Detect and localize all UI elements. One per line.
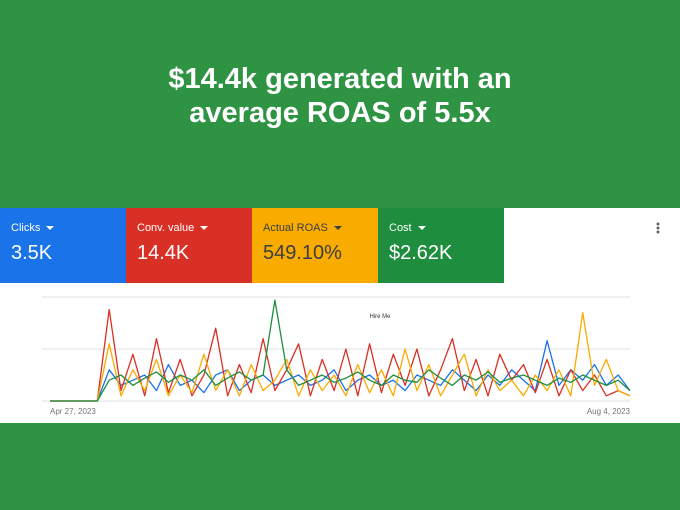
menu-dot[interactable]	[656, 230, 660, 234]
metric-label: Clicks	[11, 222, 54, 234]
headline: $14.4k generated with an average ROAS of…	[0, 62, 680, 130]
metric-card[interactable]: Clicks 3.5K	[0, 208, 126, 283]
metric-card[interactable]: Actual ROAS 549.10%	[252, 208, 378, 283]
metric-card[interactable]: Conv. value 14.4K	[126, 208, 252, 283]
menu-dot[interactable]	[656, 226, 660, 230]
x-tick-label: Apr 27, 2023	[50, 407, 96, 416]
metric-value: 14.4K	[137, 242, 190, 264]
metric-value: 549.10%	[263, 242, 342, 264]
x-tick-label: Aug 4, 2023	[587, 407, 631, 416]
metric-value: $2.62K	[389, 242, 453, 264]
headline-line: $14.4k generated with an	[168, 63, 512, 95]
dashboard-panel: Hire Me Apr 27, 2023 Aug 4, 2023 Clicks 3.…	[0, 208, 680, 423]
annotation: Hire Me	[369, 314, 391, 320]
metric-label: Conv. value	[137, 222, 208, 234]
series-line	[50, 311, 631, 402]
chart: Hire Me Apr 27, 2023 Aug 4, 2023	[42, 222, 660, 416]
metric-label: Actual ROAS	[263, 222, 342, 234]
headline-line: average ROAS of 5.5x	[189, 97, 491, 129]
menu-dot[interactable]	[656, 222, 660, 226]
metric-label: Cost	[389, 222, 426, 234]
series-line	[50, 299, 631, 402]
metric-card[interactable]: Cost $2.62K	[378, 208, 504, 283]
metric-value: 3.5K	[11, 242, 53, 264]
